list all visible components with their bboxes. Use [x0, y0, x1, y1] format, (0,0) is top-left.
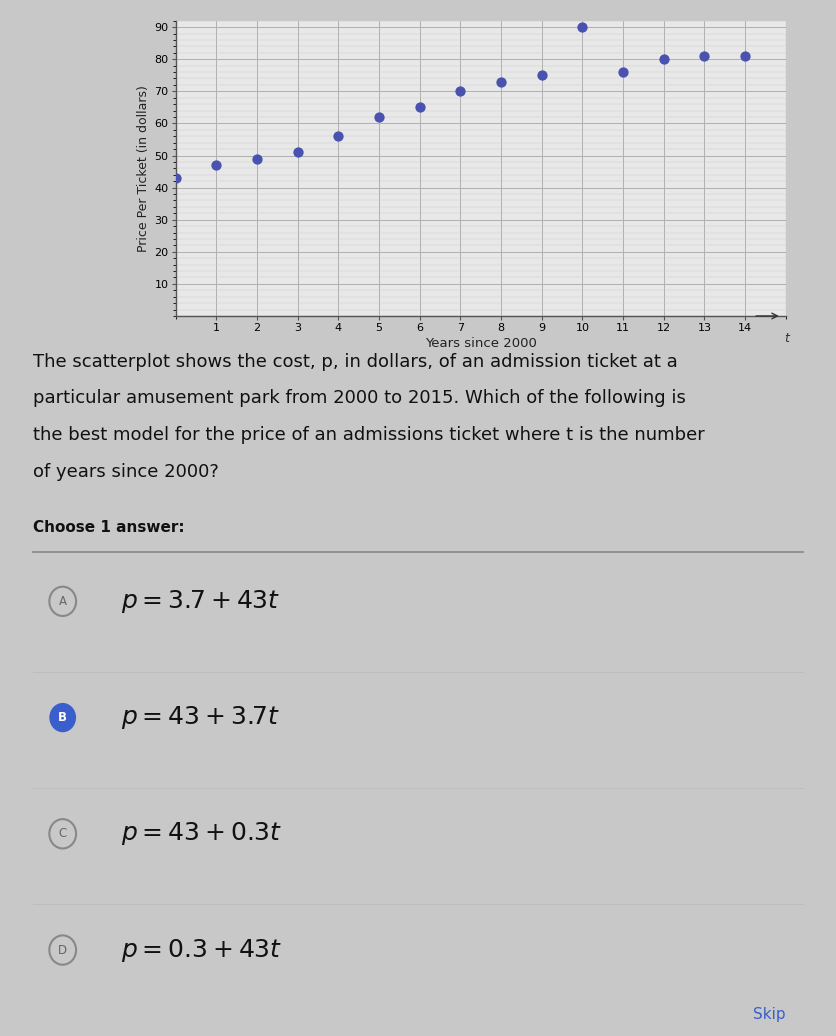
Point	[413, 99, 426, 116]
Point	[616, 64, 630, 81]
Point	[535, 67, 548, 84]
Point	[738, 48, 752, 64]
Text: Choose 1 answer:: Choose 1 answer:	[33, 520, 185, 536]
Text: the best model for the price of an admissions ticket where ​​t​​ is the number: the best model for the price of an admis…	[33, 426, 706, 443]
Point	[454, 83, 467, 99]
Point	[698, 48, 711, 64]
Text: $p = 43 + 0.3t$: $p = 43 + 0.3t$	[121, 821, 283, 847]
Text: $p = 3.7 + 43t$: $p = 3.7 + 43t$	[121, 587, 281, 614]
Text: $p = 43 + 3.7t$: $p = 43 + 3.7t$	[121, 704, 281, 731]
X-axis label: Years since 2000: Years since 2000	[425, 337, 537, 350]
Text: D: D	[59, 944, 67, 956]
Text: of years since 2000?: of years since 2000?	[33, 462, 219, 481]
Point	[494, 74, 507, 90]
Text: particular amusement park from 2000 to 2015. Which of the following is: particular amusement park from 2000 to 2…	[33, 390, 686, 407]
Text: Skip: Skip	[753, 1007, 786, 1021]
Text: B: B	[59, 711, 67, 724]
Text: A: A	[59, 595, 67, 608]
Text: C: C	[59, 828, 67, 840]
Point	[576, 19, 589, 35]
Text: The scatterplot shows the cost, ​​p​​, in dollars, of an admission ticket at a: The scatterplot shows the cost, ​​p​​, i…	[33, 352, 678, 371]
Text: $p = 0.3 + 43t$: $p = 0.3 + 43t$	[121, 937, 283, 963]
Ellipse shape	[49, 702, 76, 732]
Point	[372, 109, 385, 125]
Y-axis label: Price Per Ticket (in dollars): Price Per Ticket (in dollars)	[137, 85, 150, 252]
Point	[169, 170, 182, 186]
Point	[250, 150, 263, 167]
Point	[332, 128, 345, 145]
Point	[657, 51, 670, 67]
Text: $t$: $t$	[784, 333, 792, 345]
Point	[210, 156, 223, 173]
Point	[291, 144, 304, 161]
